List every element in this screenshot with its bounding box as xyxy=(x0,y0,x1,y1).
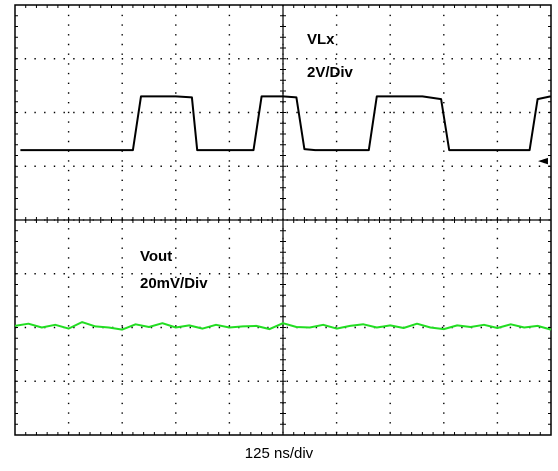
oscilloscope-plot: VLx 2V/Div Vout 20mV/Div ◄ xyxy=(14,4,552,436)
vout-scale-label: 20mV/Div xyxy=(140,275,208,292)
vlx-channel-label: VLx xyxy=(307,31,335,48)
vout-channel-label: Vout xyxy=(140,248,172,265)
vout-trace xyxy=(14,321,552,331)
timebase-label: 125 ns/div xyxy=(244,445,314,462)
graticule xyxy=(15,5,551,435)
vlx-trace xyxy=(20,95,551,152)
vlx-scale-label: 2V/Div xyxy=(307,64,354,81)
reference-level-marker: ◄ xyxy=(538,153,548,168)
waveform-traces xyxy=(14,95,552,331)
